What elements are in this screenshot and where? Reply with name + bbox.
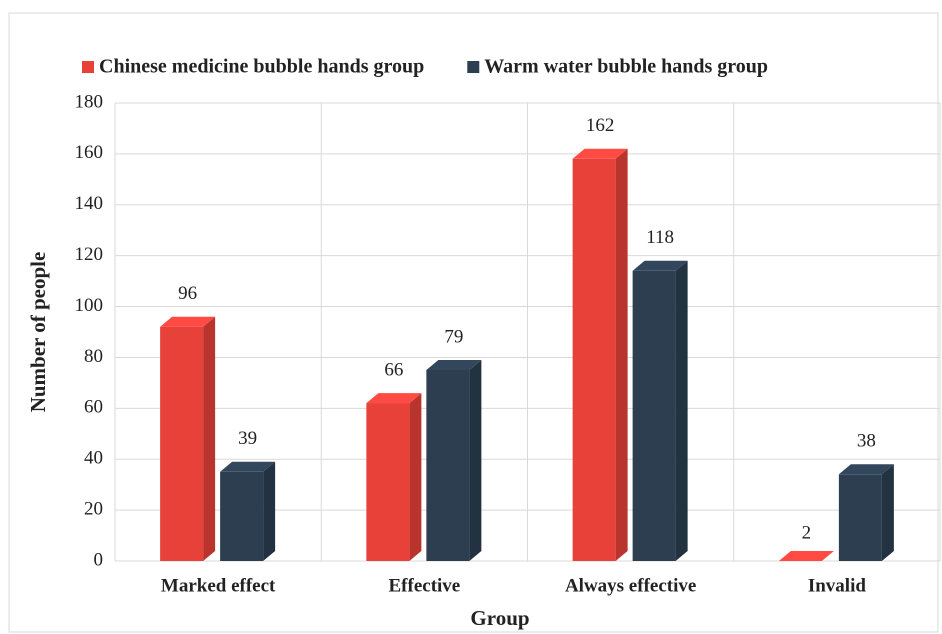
- y-tick-label: 160: [75, 142, 104, 163]
- bar-side: [881, 464, 894, 561]
- bar-top: [426, 359, 482, 370]
- data-label: 38: [857, 431, 876, 452]
- bar-side: [409, 393, 422, 561]
- y-tick-label: 120: [75, 244, 104, 265]
- legend-swatch: [467, 61, 480, 73]
- bar-top: [632, 260, 688, 271]
- y-tick-label: 140: [75, 193, 104, 214]
- data-label: 2: [802, 522, 812, 543]
- x-axis-label: Group: [470, 606, 529, 630]
- y-tick-label: 180: [75, 91, 104, 112]
- bar-side: [263, 461, 276, 561]
- data-label: 118: [646, 227, 674, 248]
- bar-top: [572, 148, 628, 159]
- bar-top: [838, 464, 894, 475]
- bar-top: [160, 316, 216, 327]
- y-axis-label: Number of people: [26, 252, 50, 413]
- y-tick-label: 40: [84, 448, 103, 469]
- data-label: 162: [586, 115, 615, 136]
- bar-side: [615, 148, 628, 562]
- y-tick-label: 80: [84, 346, 103, 367]
- x-tick-label: Always effective: [565, 575, 696, 596]
- bar-side: [469, 359, 482, 561]
- legend-label: Warm water bubble hands group: [484, 56, 768, 78]
- bar-side: [675, 260, 688, 561]
- bar: [838, 474, 882, 561]
- y-tick-label: 0: [94, 549, 104, 570]
- x-tick-label: Effective: [389, 575, 461, 596]
- x-tick-label: Marked effect: [161, 575, 276, 596]
- bar: [572, 158, 616, 562]
- x-tick-label: Invalid: [808, 575, 867, 596]
- data-label: 66: [384, 359, 403, 380]
- bar-top: [366, 393, 422, 404]
- bar-top: [220, 461, 276, 472]
- y-tick-label: 100: [75, 295, 104, 316]
- bar: [426, 369, 470, 561]
- bar: [220, 471, 264, 561]
- bar: [160, 326, 204, 561]
- y-tick-label: 60: [84, 397, 103, 418]
- data-label: 39: [238, 428, 257, 449]
- y-tick-label: 20: [84, 498, 103, 519]
- bar: [366, 403, 410, 561]
- data-label: 79: [444, 326, 463, 347]
- data-label: 96: [178, 283, 197, 304]
- bar: [632, 270, 676, 561]
- legend-swatch: [82, 61, 94, 73]
- bar-top: [778, 551, 834, 561]
- legend-label: Chinese medicine bubble hands group: [99, 56, 424, 78]
- bar-side: [203, 316, 216, 561]
